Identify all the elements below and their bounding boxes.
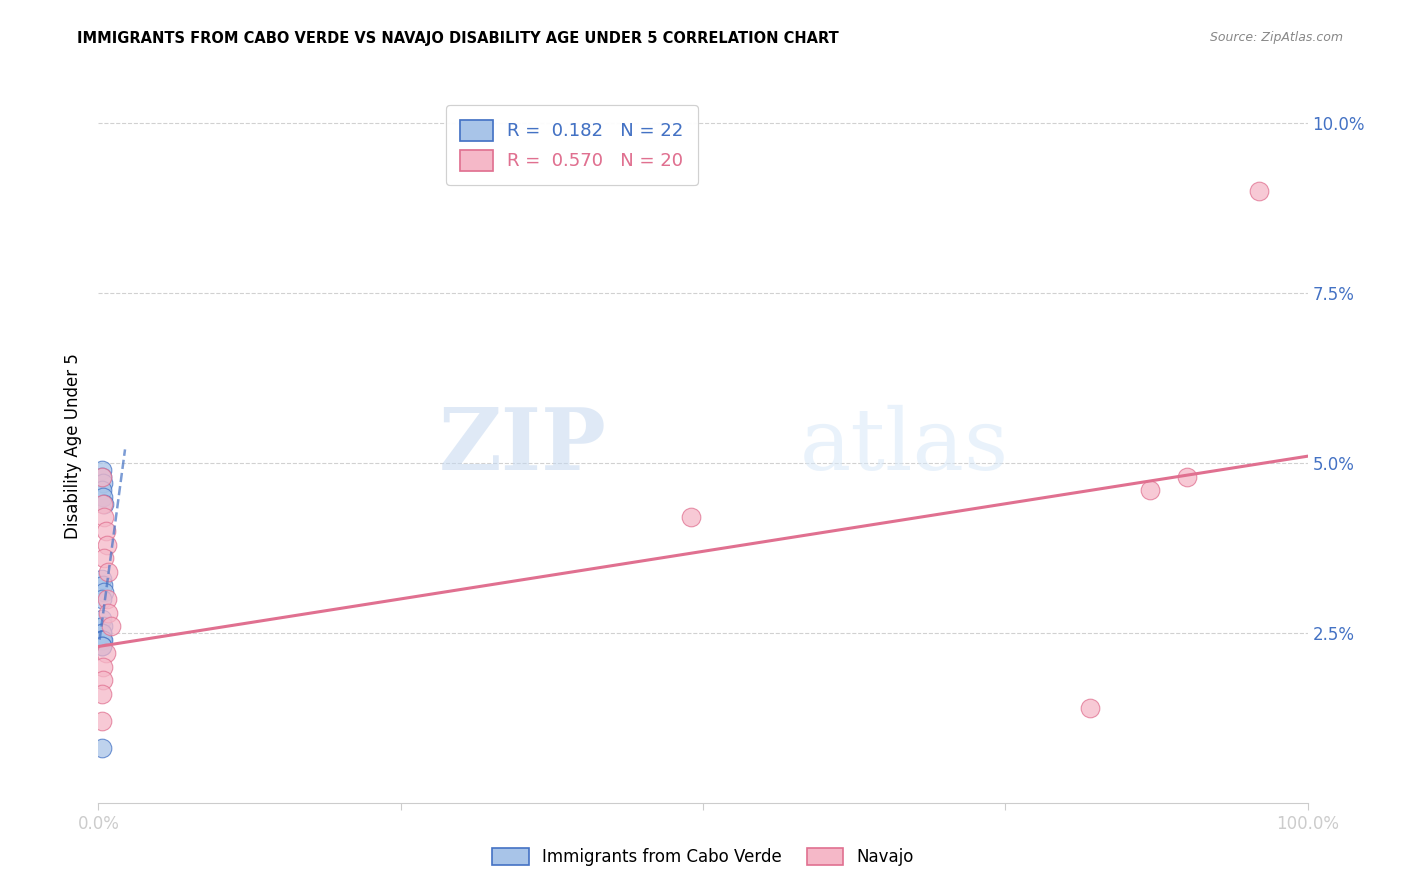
Legend: R =  0.182   N = 22, R =  0.570   N = 20: R = 0.182 N = 22, R = 0.570 N = 20: [446, 105, 699, 185]
Point: [93, 551, 115, 566]
Text: atlas: atlas: [800, 404, 1010, 488]
Point: [100, 619, 122, 633]
Point: [97, 565, 120, 579]
Point: [91, 497, 114, 511]
Point: [91, 490, 114, 504]
Point: [91, 632, 114, 647]
Y-axis label: Disability Age Under 5: Disability Age Under 5: [63, 353, 82, 539]
Point: [91, 687, 114, 701]
Point: [679, 510, 702, 524]
Point: [1078, 700, 1101, 714]
Point: [91, 612, 114, 626]
Point: [91, 469, 114, 483]
Point: [91, 741, 114, 756]
Point: [91, 619, 114, 633]
Point: [91, 572, 114, 586]
Point: [91, 640, 114, 654]
Point: [1175, 469, 1198, 483]
Text: Source: ZipAtlas.com: Source: ZipAtlas.com: [1209, 31, 1343, 45]
Point: [1249, 184, 1271, 198]
Point: [94, 524, 117, 538]
Point: [93, 585, 115, 599]
Text: ZIP: ZIP: [439, 404, 606, 488]
Point: [91, 632, 114, 647]
Legend: Immigrants from Cabo Verde, Navajo: Immigrants from Cabo Verde, Navajo: [484, 840, 922, 875]
Point: [1139, 483, 1161, 498]
Point: [91, 591, 114, 606]
Point: [91, 626, 114, 640]
Text: IMMIGRANTS FROM CABO VERDE VS NAVAJO DISABILITY AGE UNDER 5 CORRELATION CHART: IMMIGRANTS FROM CABO VERDE VS NAVAJO DIS…: [77, 31, 839, 46]
Point: [91, 673, 114, 688]
Point: [91, 660, 114, 674]
Point: [91, 578, 114, 592]
Point: [91, 632, 114, 647]
Point: [91, 632, 114, 647]
Point: [91, 714, 114, 729]
Point: [91, 640, 114, 654]
Point: [91, 476, 114, 491]
Point: [97, 606, 120, 620]
Point: [91, 463, 114, 477]
Point: [91, 632, 114, 647]
Point: [93, 497, 115, 511]
Point: [91, 483, 114, 498]
Point: [96, 537, 118, 551]
Point: [96, 591, 118, 606]
Point: [93, 510, 115, 524]
Point: [91, 626, 114, 640]
Point: [94, 646, 117, 660]
Point: [91, 469, 114, 483]
